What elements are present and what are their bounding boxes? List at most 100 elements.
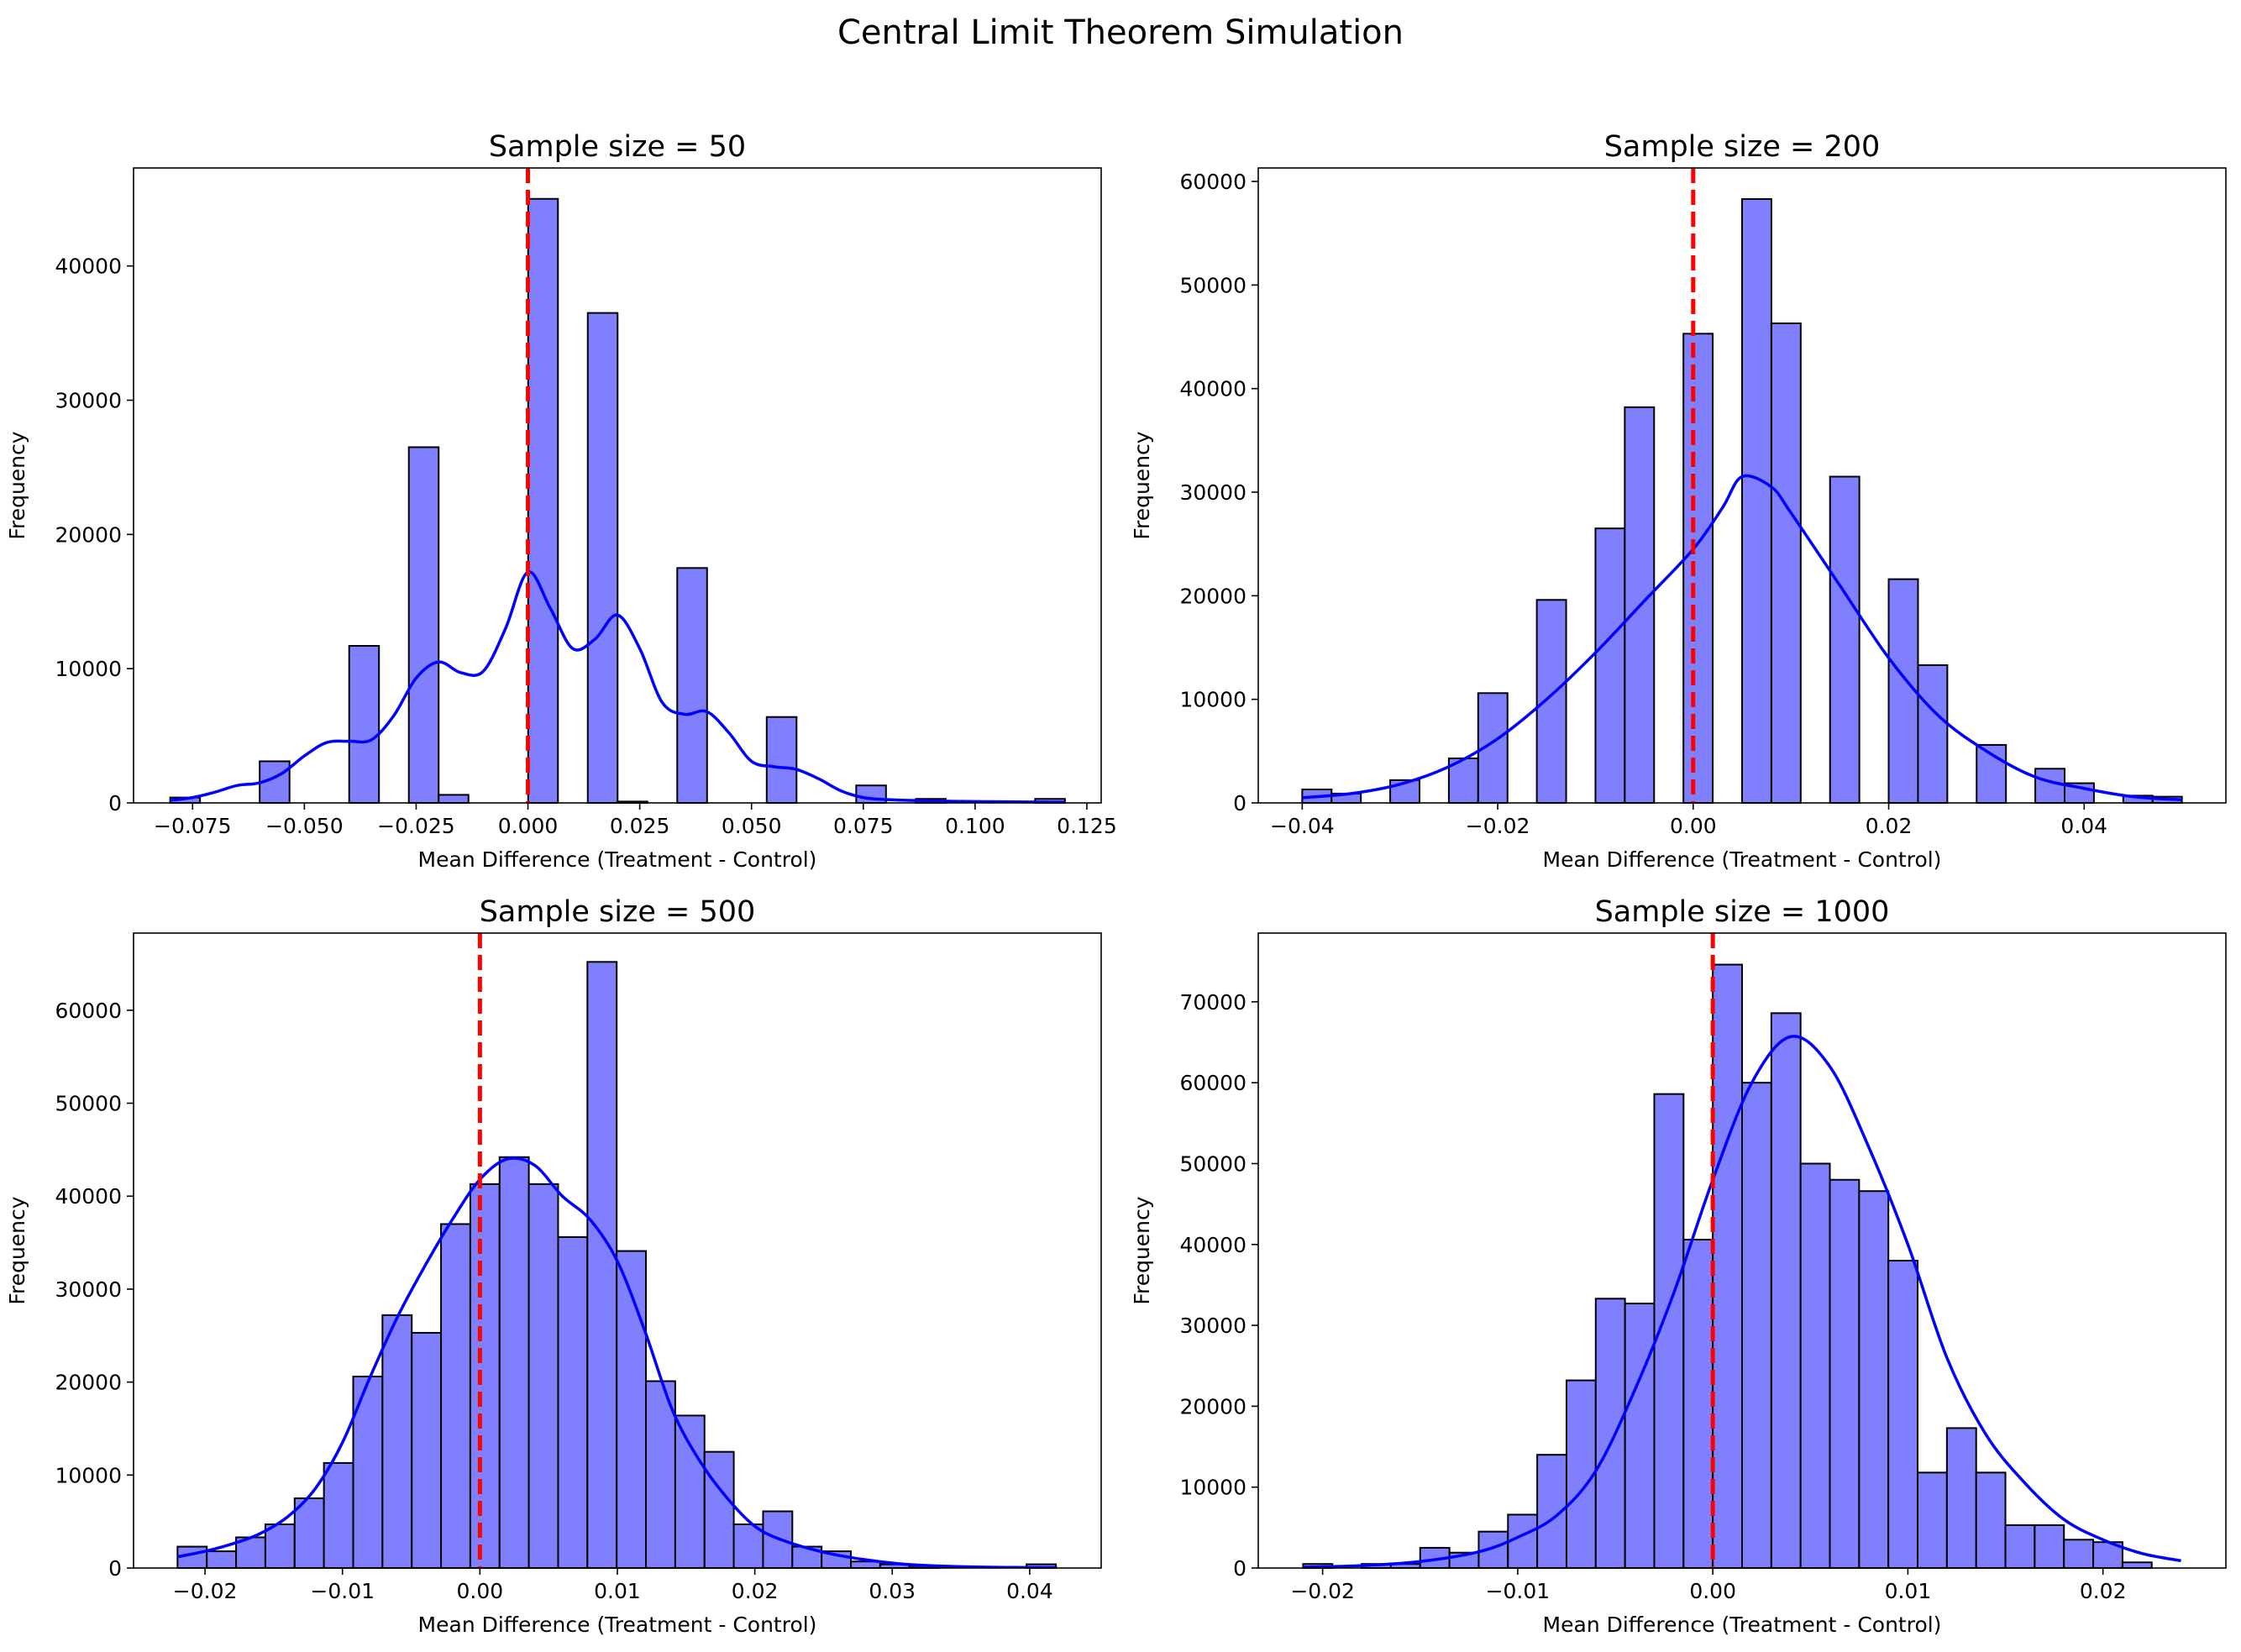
x-tick-label: 0.02 [1866, 814, 1913, 838]
x-tick-label: −0.02 [1466, 814, 1530, 838]
histogram-bar [1535, 599, 1567, 805]
histogram-bar [1682, 1238, 1714, 1570]
x-tick-label: 0.02 [732, 1579, 779, 1603]
histogram-bars [1302, 963, 2153, 1570]
histogram-bar [1917, 663, 1949, 804]
histogram-bar [1565, 1379, 1597, 1569]
histogram-bar [1829, 1178, 1861, 1570]
histogram-bar [676, 567, 708, 804]
histogram-bar [1917, 1471, 1948, 1570]
x-tick-label: 0.03 [869, 1579, 916, 1603]
histogram-bar [765, 716, 798, 805]
axes-frame [1257, 932, 2227, 1569]
histogram-bar [2034, 1524, 2065, 1570]
y-tick-label: 50000 [1179, 273, 1246, 297]
kde-curve [1303, 1035, 2181, 1568]
y-tick-label: 10000 [1179, 1476, 1246, 1500]
histogram-bar [703, 1450, 735, 1569]
x-tick-label: 0.050 [722, 814, 782, 838]
y-tick-label: 20000 [1179, 1394, 1246, 1419]
x-tick-label: 0.100 [945, 814, 1005, 838]
subplot-title: Sample size = 200 [1604, 130, 1881, 164]
histogram-bar [206, 1550, 238, 1570]
x-tick-label: 0.01 [1885, 1579, 1932, 1603]
x-tick-label: −0.02 [1290, 1579, 1355, 1603]
histogram-bar [264, 1523, 296, 1569]
y-tick-label: 50000 [55, 1092, 122, 1116]
x-tick-label: −0.025 [377, 814, 455, 838]
histogram-bar [1624, 1303, 1656, 1569]
y-tick-label: 10000 [1179, 688, 1246, 712]
axes-frame [1257, 167, 2227, 804]
histogram-bar [2063, 1539, 2095, 1569]
x-tick-label: 0.02 [2080, 1579, 2127, 1603]
histogram-bar [732, 1523, 764, 1569]
histogram-bar [2004, 1524, 2036, 1570]
x-tick-label: −0.01 [1486, 1579, 1551, 1603]
histogram-bar [1741, 1082, 1772, 1570]
histogram-bar [557, 1235, 589, 1569]
y-axis-label: Frequency [1130, 1196, 1154, 1304]
histogram-bar [469, 1183, 501, 1570]
subplot-title: Sample size = 500 [480, 895, 756, 929]
subplot-title: Sample size = 50 [489, 130, 746, 164]
y-tick-label: 30000 [1179, 480, 1246, 505]
histogram-bar [2034, 768, 2065, 805]
y-tick-label: 0 [108, 1556, 122, 1581]
figure-title: Central Limit Theorem Simulation [837, 13, 1404, 52]
histogram-bar [498, 1156, 530, 1569]
y-axis-label: Frequency [5, 431, 29, 539]
histogram-bar [1799, 1162, 1831, 1569]
histogram-bar [2121, 1561, 2153, 1569]
subplot-title: Sample size = 1000 [1595, 895, 1890, 929]
y-tick-label: 20000 [1179, 584, 1246, 608]
y-tick-label: 30000 [1179, 1314, 1246, 1338]
x-tick-label: −0.050 [265, 814, 344, 838]
y-axis-label: Frequency [1130, 431, 1154, 539]
y-axis-label: Frequency [5, 1196, 29, 1304]
histogram-bar [1682, 333, 1714, 804]
x-tick-label: 0.04 [1006, 1579, 1053, 1603]
kde-curve [1302, 474, 2182, 802]
histogram-bar [323, 1461, 354, 1569]
x-tick-label: 0.00 [457, 1579, 504, 1603]
y-tick-label: 20000 [55, 1371, 122, 1395]
x-tick-label: 0.04 [2060, 814, 2107, 838]
y-tick-label: 40000 [55, 254, 122, 279]
histogram-bar [1887, 578, 1919, 804]
histogram-bar [527, 197, 559, 804]
histogram-bar [1945, 1427, 1977, 1570]
y-tick-label: 40000 [55, 1184, 122, 1209]
histogram-bars [176, 961, 1058, 1570]
histogram-bar [348, 644, 380, 804]
x-tick-label: −0.075 [154, 814, 232, 838]
histogram-bar [586, 961, 618, 1570]
subplot-1: −0.075 −0.050 −0.025 0.000 0.025 0.050 0.075 0.… [5, 130, 1117, 872]
histogram-bar [381, 1314, 413, 1569]
histogram-bar [1741, 197, 1772, 805]
x-tick-label: −0.02 [173, 1579, 238, 1603]
histogram-bar [1712, 963, 1743, 1569]
x-tick-label: 0.00 [1670, 814, 1717, 838]
histogram-bar [1770, 1012, 1802, 1569]
y-tick-label: 0 [1233, 791, 1246, 816]
x-tick-label: −0.01 [310, 1579, 375, 1603]
histogram-bar [1770, 322, 1802, 805]
x-tick-label: 0.075 [833, 814, 894, 838]
histogram-bar [407, 446, 440, 804]
y-tick-label: 0 [108, 791, 122, 816]
histogram-bar [438, 794, 470, 805]
y-tick-label: 60000 [55, 999, 122, 1023]
histogram-bar [440, 1223, 471, 1569]
x-axis-label: Mean Difference (Treatment - Control) [1543, 847, 1942, 872]
histogram-bar [1858, 1190, 1890, 1570]
subplot-3: −0.02 −0.01 0.00 0.01 0.02 0.03 0.04 0 10000 2000… [5, 895, 1102, 1637]
x-tick-label: −0.04 [1270, 814, 1335, 838]
histogram-bar [586, 312, 619, 805]
histogram-bar [1594, 1298, 1626, 1569]
y-tick-label: 30000 [55, 389, 122, 413]
histogram-bar [1975, 1471, 2007, 1570]
y-tick-label: 10000 [55, 657, 122, 681]
y-tick-label: 70000 [1179, 990, 1246, 1015]
